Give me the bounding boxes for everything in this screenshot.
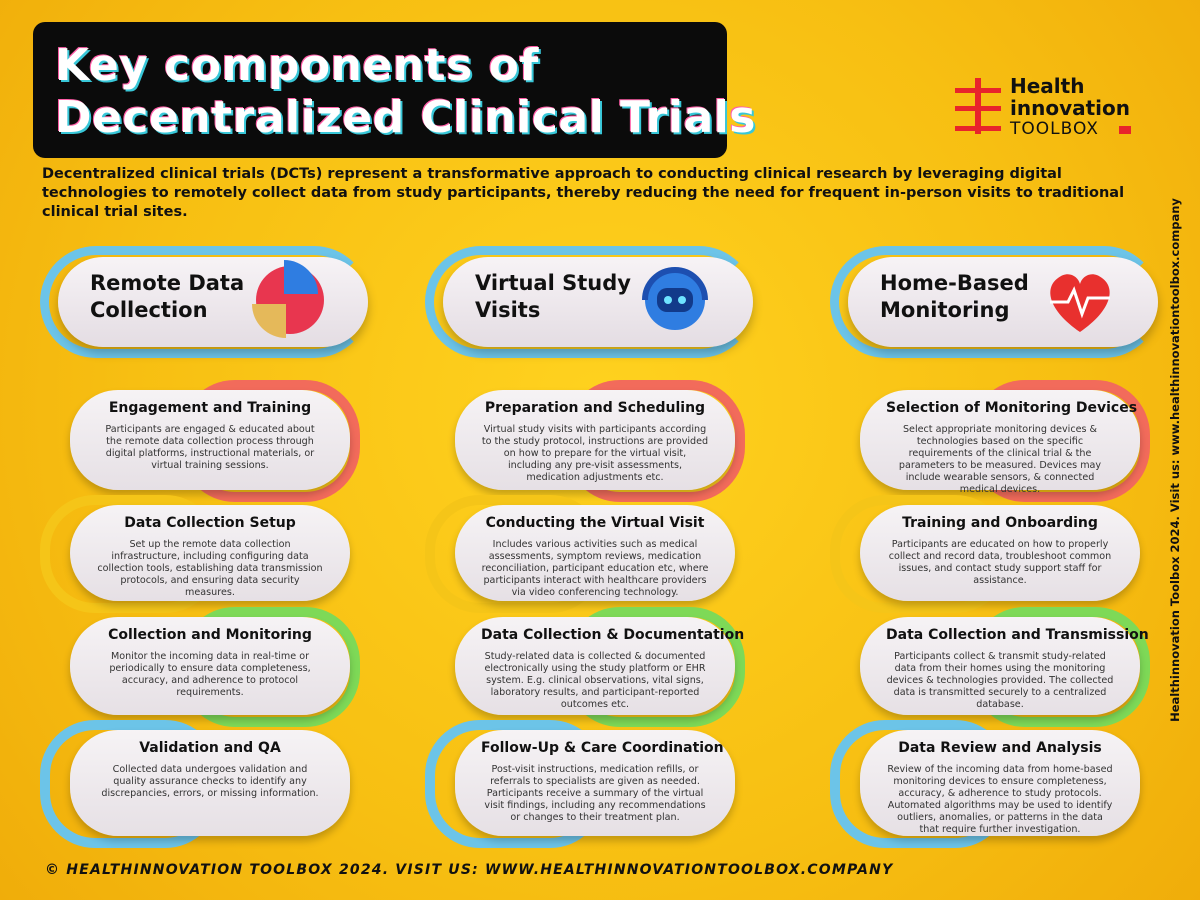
step-title: Training and Onboarding	[902, 515, 1098, 531]
logo-mark	[955, 78, 1001, 134]
step-arc	[180, 607, 360, 727]
heading-icon	[1050, 274, 1110, 332]
step-title: Follow-Up & Care Coordination	[481, 740, 724, 756]
heading-arc	[425, 246, 755, 358]
step-card: Follow-Up & Care Coordination Post-visit …	[455, 730, 735, 836]
step-text: Monitor the incoming data in real-time o…	[109, 651, 311, 698]
title-line: Decentralized Clinical Trials	[55, 92, 756, 143]
title-box: Key components of Decentralized Clinical…	[33, 22, 755, 158]
step-arc	[565, 380, 745, 502]
step-text: Virtual study visits with participants a…	[481, 424, 709, 483]
column-heading: Remote Data Collection	[90, 271, 245, 322]
step-card: Data Collection and Transmission Particip…	[860, 617, 1149, 715]
step-text: Includes various activities such as medi…	[481, 539, 709, 598]
step-text: Select appropriate monitoring devices & …	[898, 424, 1102, 495]
heading-icon	[642, 267, 708, 330]
logo-dot	[1119, 126, 1131, 134]
step-arc	[970, 607, 1150, 727]
step-card: Data Review and Analysis Review of the in…	[860, 730, 1140, 836]
step-text: Set up the remote data collection infras…	[97, 539, 323, 598]
step-text: Participants are engaged & educated abou…	[105, 424, 315, 471]
step-title: Selection of Monitoring Devices	[886, 400, 1138, 416]
step-title: Collection and Monitoring	[108, 627, 312, 643]
step-card: Preparation and Scheduling Virtual study …	[455, 390, 735, 490]
step-text: Participants are educated on how to prop…	[888, 539, 1112, 586]
side-note: Healthinnovation Toolbox 2024. Visit us:…	[1168, 198, 1182, 722]
logo: Health innovation TOOLBOX	[955, 70, 1140, 140]
heading-icon	[252, 260, 324, 338]
step-title: Conducting the Virtual Visit	[485, 515, 705, 531]
step-arc	[830, 495, 1010, 613]
step-text: Collected data undergoes validation and …	[101, 764, 319, 799]
step-title: Data Collection Setup	[124, 515, 296, 531]
heading-arc	[830, 246, 1160, 358]
step-title: Engagement and Training	[108, 400, 312, 416]
step-card: Collection and Monitoring Monitor the inc…	[70, 617, 350, 715]
step-arc	[565, 607, 745, 727]
step-arc	[830, 720, 1010, 848]
step-card: Conducting the Virtual Visit Includes var…	[455, 505, 735, 601]
step-text: Post-visit instructions, medication refi…	[484, 764, 706, 823]
logo-text: Health	[1010, 74, 1085, 98]
step-card: Engagement and Training Participants are …	[70, 390, 350, 490]
step-text: Study-related data is collected & docume…	[484, 651, 706, 710]
step-title: Data Collection and Transmission	[886, 627, 1149, 643]
step-arc	[425, 495, 605, 613]
step-card: Data Collection & Documentation Study-rel…	[455, 617, 745, 715]
column-heading: Home-Based Monitoring	[880, 271, 1029, 322]
step-arc	[425, 720, 605, 848]
step-title: Preparation and Scheduling	[484, 400, 706, 416]
step-text: Review of the incoming data from home-ba…	[887, 764, 1113, 835]
step-text: Participants collect & transmit study-re…	[886, 651, 1114, 710]
column-heading: Virtual Study Visits	[475, 271, 631, 322]
step-card: Validation and QA Collected data undergoe…	[70, 730, 350, 836]
intro: Decentralized clinical trials (DCTs) rep…	[42, 166, 1125, 220]
logo-text: TOOLBOX	[1010, 119, 1099, 139]
step-arc	[40, 495, 220, 613]
heading-arc	[40, 246, 370, 358]
step-card: Data Collection Setup Set up the remote d…	[70, 505, 350, 601]
step-title: Data Collection & Documentation	[481, 627, 745, 643]
step-arc	[180, 380, 360, 502]
step-arc	[40, 720, 220, 848]
step-title: Validation and QA	[139, 740, 281, 756]
step-card: Selection of Monitoring Devices Select ap…	[860, 390, 1140, 495]
logo-text: innovation	[1010, 96, 1130, 120]
step-title: Data Review and Analysis	[898, 740, 1102, 756]
step-card: Training and Onboarding Participants are …	[860, 505, 1140, 601]
footer: © Healthinnovation Toolbox 2024. Visit u…	[45, 862, 894, 878]
title-line: Key components of	[55, 40, 539, 91]
step-arc	[970, 380, 1150, 502]
